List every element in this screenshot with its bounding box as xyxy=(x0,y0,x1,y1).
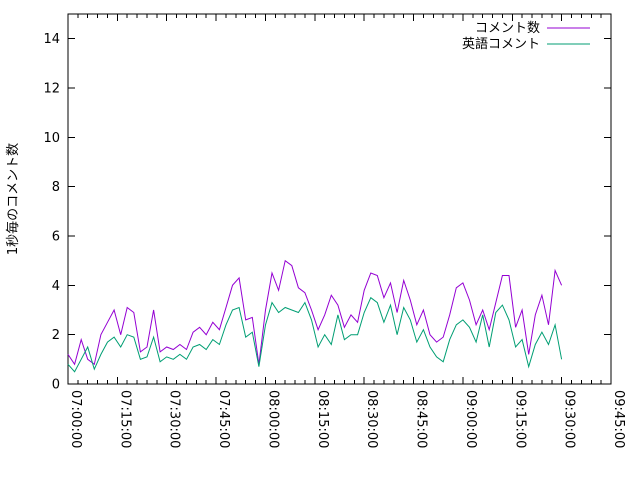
y-tick-label: 8 xyxy=(52,180,60,195)
y-tick-label: 12 xyxy=(43,82,60,97)
x-tick-label: 09:00:00 xyxy=(463,390,478,448)
legend-label-english-comments: 英語コメント xyxy=(462,36,540,52)
x-tick-label: 07:45:00 xyxy=(216,390,231,448)
x-tick-label: 08:15:00 xyxy=(315,390,330,448)
y-axis-label: 1秒毎のコメント数 xyxy=(5,143,21,255)
y-tick-label: 6 xyxy=(52,230,60,245)
x-tick-label: 09:30:00 xyxy=(562,390,577,448)
y-tick-label: 0 xyxy=(52,378,60,393)
x-tick-label: 07:30:00 xyxy=(167,390,182,448)
legend-label-comment-count: コメント数 xyxy=(475,21,540,36)
y-tick-label: 2 xyxy=(52,328,60,343)
series-line-english-comments xyxy=(67,296,563,373)
x-tick-label: 08:45:00 xyxy=(414,390,429,448)
series-line-comment-count xyxy=(67,259,563,366)
x-tick-label: 07:15:00 xyxy=(117,390,132,448)
x-tick-label: 08:30:00 xyxy=(364,390,379,448)
x-tick-label: 07:00:00 xyxy=(68,390,83,448)
x-tick-label: 09:15:00 xyxy=(512,390,527,448)
x-tick-label: 09:45:00 xyxy=(611,390,626,448)
y-tick-label: 10 xyxy=(43,131,60,146)
y-tick-label: 4 xyxy=(52,279,60,294)
y-tick-label: 14 xyxy=(43,32,60,47)
plot-border xyxy=(67,13,612,385)
x-tick-label: 08:00:00 xyxy=(265,390,280,448)
